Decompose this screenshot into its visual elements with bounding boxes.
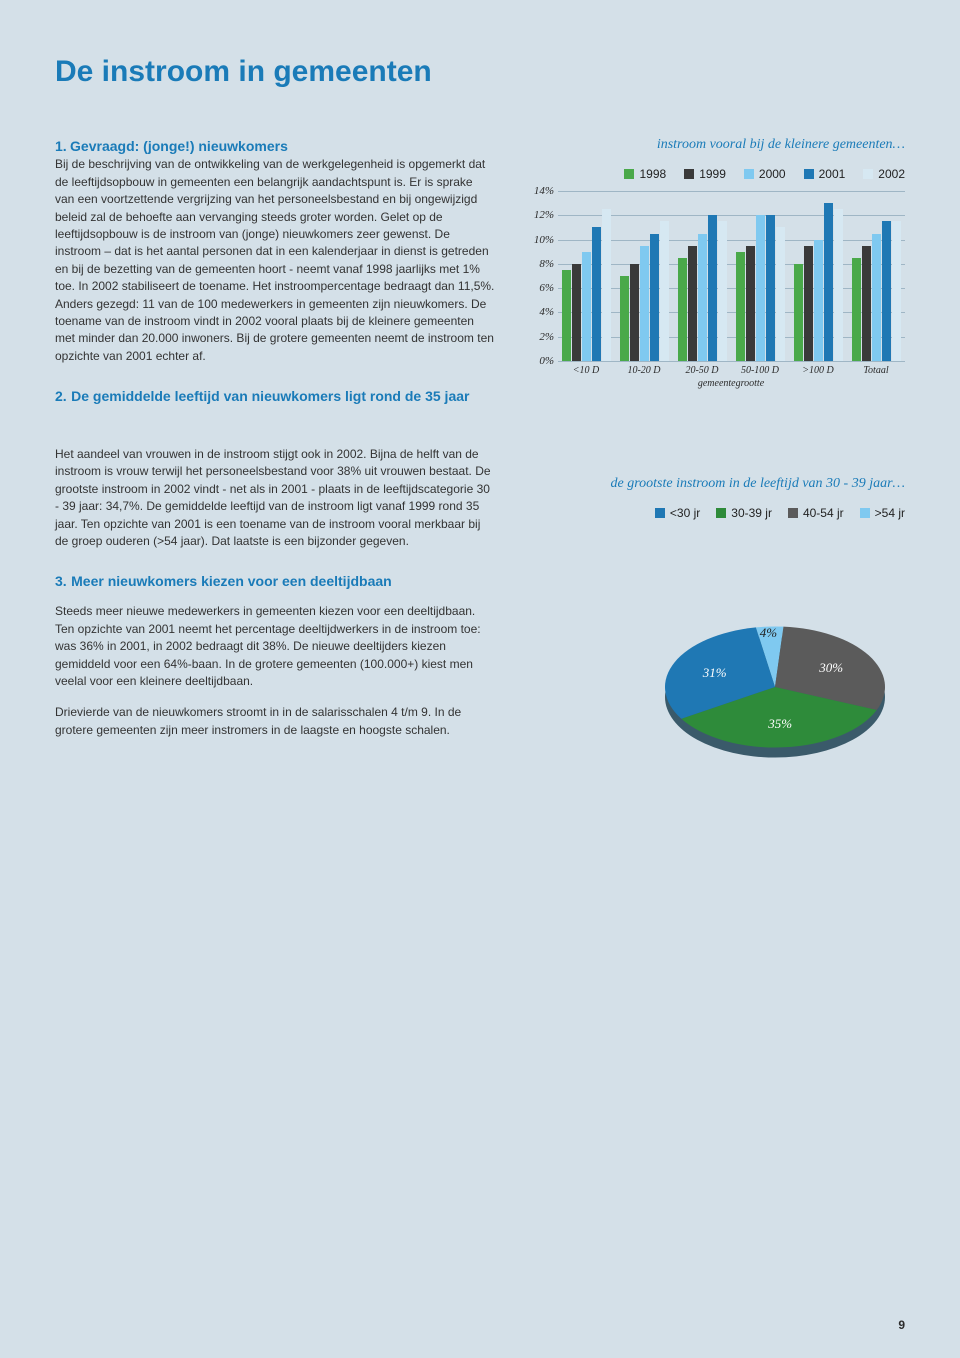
bar-chart-caption: instroom vooral bij de kleinere gemeente…: [525, 137, 905, 153]
section-2-num: 2.: [55, 388, 67, 404]
legend-item: 2002: [863, 167, 905, 181]
x-label: Totaal: [847, 365, 905, 376]
x-label: 20-50 D: [673, 365, 731, 376]
bar: [660, 221, 669, 361]
pie-slice-label: 35%: [768, 716, 792, 732]
bar-chart: 14%12%10%8%6%4%2%0% <10 D10-20 D20-50 D5…: [525, 191, 905, 401]
page-title: De instroom in gemeenten: [55, 55, 905, 89]
legend-item: >54 jr: [860, 506, 905, 520]
y-tick: 14%: [526, 185, 554, 197]
section-1-heading: Gevraagd: (jonge!) nieuwkomers: [70, 138, 288, 154]
section-3-num: 3.: [55, 573, 67, 589]
pie-chart-legend: <30 jr 30-39 jr 40-54 jr >54 jr: [525, 506, 905, 520]
bar: [592, 227, 601, 361]
bar: [746, 246, 755, 361]
pie-slice-label: 31%: [703, 665, 727, 681]
bar: [718, 221, 727, 361]
pie-slice-label: 4%: [760, 625, 777, 641]
bar: [852, 258, 861, 361]
section-1-body: Bij de beschrijving van de ontwikkeling …: [55, 157, 494, 362]
section-3: 3. Meer nieuwkomers kiezen voor een deel…: [55, 572, 495, 739]
y-tick: 0%: [526, 355, 554, 367]
bar: [736, 252, 745, 361]
legend-item: 30-39 jr: [716, 506, 772, 520]
section-2-heading: De gemiddelde leeftijd van nieuwkomers l…: [71, 388, 469, 404]
bar: [872, 234, 881, 362]
y-tick: 4%: [526, 306, 554, 318]
section-2-body: Het aandeel van vrouwen in de instroom s…: [55, 446, 495, 550]
bar: [602, 209, 611, 361]
section-1: 1. Gevraagd: (jonge!) nieuwkomers Bij de…: [55, 137, 495, 365]
bar: [698, 234, 707, 362]
bar: [834, 209, 843, 361]
bar: [766, 215, 775, 361]
bar-group: [674, 191, 732, 361]
bar: [630, 264, 639, 361]
bar: [708, 215, 717, 361]
legend-item: <30 jr: [655, 506, 700, 520]
section-3-body1: Steeds meer nieuwe medewerkers in gemeen…: [55, 603, 495, 690]
bar: [640, 246, 649, 361]
bar: [678, 258, 687, 361]
legend-item: 2000: [744, 167, 786, 181]
x-label: >100 D: [789, 365, 847, 376]
bar: [824, 203, 833, 361]
pie-slice-label: 30%: [819, 660, 843, 676]
bar: [794, 264, 803, 361]
bar-group: [731, 191, 789, 361]
x-label: 10-20 D: [615, 365, 673, 376]
x-label: 50-100 D: [731, 365, 789, 376]
bar: [862, 246, 871, 361]
bar: [688, 246, 697, 361]
bar: [572, 264, 581, 361]
bar-group: [847, 191, 905, 361]
bar: [756, 215, 765, 361]
bar: [650, 234, 659, 362]
bar-group: [616, 191, 674, 361]
legend-item: 1999: [684, 167, 726, 181]
bar: [562, 270, 571, 361]
section-3-heading: Meer nieuwkomers kiezen voor een deeltij…: [71, 573, 392, 589]
bar-chart-x-title: gemeentegrootte: [557, 378, 905, 389]
legend-item: 1998: [624, 167, 666, 181]
bar-chart-legend: 1998 1999 2000 2001 2002: [525, 167, 905, 181]
page-number: 9: [898, 1318, 905, 1332]
bar: [776, 227, 785, 361]
y-tick: 8%: [526, 258, 554, 270]
y-tick: 6%: [526, 282, 554, 294]
y-tick: 12%: [526, 209, 554, 221]
bar: [620, 276, 629, 361]
legend-item: 40-54 jr: [788, 506, 844, 520]
y-tick: 10%: [526, 234, 554, 246]
pie-chart: 4% 30% 35% 31%: [645, 572, 905, 812]
legend-item: 2001: [804, 167, 846, 181]
pie-chart-caption: de grootste instroom in de leeftijd van …: [525, 476, 905, 492]
y-tick: 2%: [526, 331, 554, 343]
bar: [892, 221, 901, 361]
bar: [804, 246, 813, 361]
x-label: <10 D: [557, 365, 615, 376]
bar: [582, 252, 591, 361]
bar: [882, 221, 891, 361]
section-3-body2: Drievierde van de nieuwkomers stroomt in…: [55, 704, 495, 739]
section-1-num: 1.: [55, 138, 67, 154]
bar: [814, 240, 823, 361]
section-2-heading-block: 2. De gemiddelde leeftijd van nieuwkomer…: [55, 387, 495, 406]
bar-group: [789, 191, 847, 361]
bar-group: [558, 191, 616, 361]
